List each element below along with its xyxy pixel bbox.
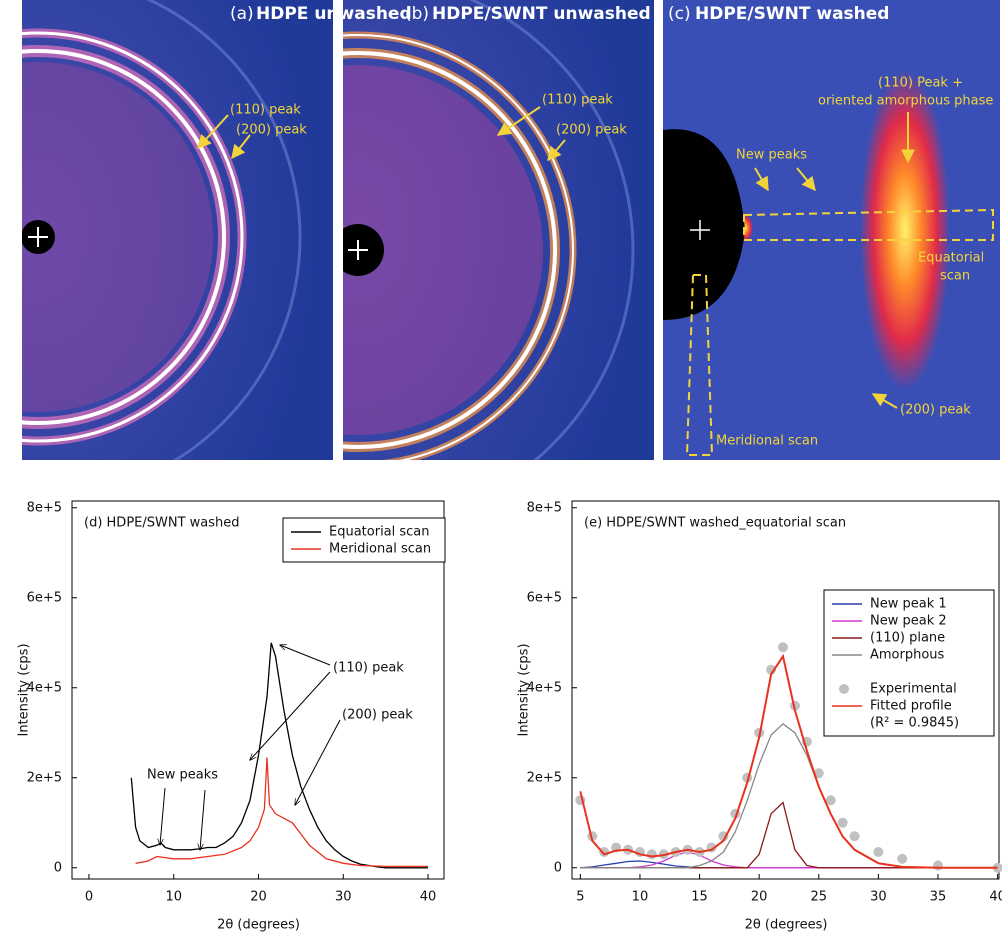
data-point [897,853,908,864]
y-axis-label: Intensity (cps) [517,643,532,736]
legend-label: Fitted profile [870,699,952,714]
x-axis-label: 2θ (degrees) [217,918,300,933]
panel-texts: (a) HDPE unwashed (110) peak (200) peak … [230,4,993,449]
data-point [837,817,848,828]
annotation: (110) peak [333,661,404,676]
x-tick-label: 25 [811,890,828,905]
data-point [646,849,657,860]
panel-c-image [663,0,1000,460]
chart-arrows [160,645,341,850]
y-tick-label: 6e+5 [527,590,562,605]
series-line [130,642,428,869]
y-tick-label: 0 [54,860,62,875]
legend-label: (110) plane [870,631,945,646]
data-point [599,847,610,857]
y-tick-label: 0 [554,860,562,875]
data-point [778,642,789,653]
data-point [849,831,860,842]
legend-note: (R² = 0.9845) [870,716,959,731]
series-line [580,801,998,869]
x-tick-label: 0 [85,890,93,905]
data-point [873,847,884,857]
annotation: oriented amorphous phase [818,94,993,109]
x-tick-label: 40 [989,890,1002,905]
legend-label: Equatorial scan [329,525,430,540]
x-axis-label: 2θ (degrees) [745,918,828,933]
x-tick-label: 20 [751,890,768,905]
series-line [135,757,428,868]
x-tick-label: 30 [870,890,887,905]
annotation: (200) peak [236,123,307,138]
chart: 5 10 15 20 25 30 35 40 0 2e+5 4e+5 6e+5 8e+5 2θ (degr… [517,500,1002,933]
panel-title: HDPE/SWNT unwashed [432,4,651,24]
annotation: (200) peak [342,708,413,723]
legend-marker [839,684,849,694]
panel-title: HDPE unwashed [256,4,412,24]
y-tick-label: 8e+5 [27,500,62,515]
x-tick-label: 5 [576,890,584,905]
y-tick-label: 4e+5 [527,680,562,695]
annotation: (110) Peak + [878,76,963,91]
annotation: (200) peak [900,403,971,418]
legend-label: New peak 1 [870,597,947,612]
legend-label: New peak 2 [870,614,947,629]
x-tick-label: 15 [691,890,708,905]
y-tick-label: 2e+5 [27,770,62,785]
plot-frame [571,500,1000,880]
data-point [825,795,836,806]
series-line [579,653,998,869]
panel-b-image [343,0,654,460]
annotation: (110) peak [230,103,301,118]
panel-letter: (c) [668,4,691,24]
x-tick-label: 35 [930,890,947,905]
annotation: Equatorial [918,251,984,266]
annotation: New peaks [147,768,218,783]
y-tick-label: 8e+5 [527,500,562,515]
panel-a-image [22,0,333,460]
legend-label: Meridional scan [329,542,431,557]
annotation: (200) peak [556,123,627,138]
x-tick-label: 40 [420,890,437,905]
x-tick-label: 30 [335,890,352,905]
annotation: scan [940,269,970,284]
annotation: (110) peak [542,93,613,108]
annotation: Meridional scan [716,434,818,449]
x-tick-label: 20 [250,890,267,905]
data-point [813,768,824,779]
x-tick-label: 10 [632,890,649,905]
y-tick-label: 6e+5 [27,590,62,605]
legend-box [823,589,995,737]
chart: 0 10 20 30 40 0 2e+5 4e+5 6e+5 8e+5 2θ (degrees) In… [17,500,446,933]
legend-label: Experimental [870,682,957,697]
panel-letter: (b) [405,4,429,24]
data-point [933,860,944,871]
annotation: New peaks [736,148,807,163]
chart-title: (e) HDPE/SWNT washed_equatorial scan [584,516,846,531]
data-point [718,831,729,842]
series-line [580,722,998,869]
panel-letter: (a) [230,4,254,24]
panel-arrows [197,106,915,409]
chart-title: (d) HDPE/SWNT washed [84,516,240,531]
y-tick-label: 2e+5 [527,770,562,785]
legend-label: Amorphous [870,648,945,663]
legend-box [282,517,446,563]
panel-title: HDPE/SWNT washed [695,4,889,24]
y-axis-label: Intensity (cps) [17,643,32,736]
y-tick-label: 4e+5 [27,680,62,695]
x-tick-label: 10 [165,890,182,905]
